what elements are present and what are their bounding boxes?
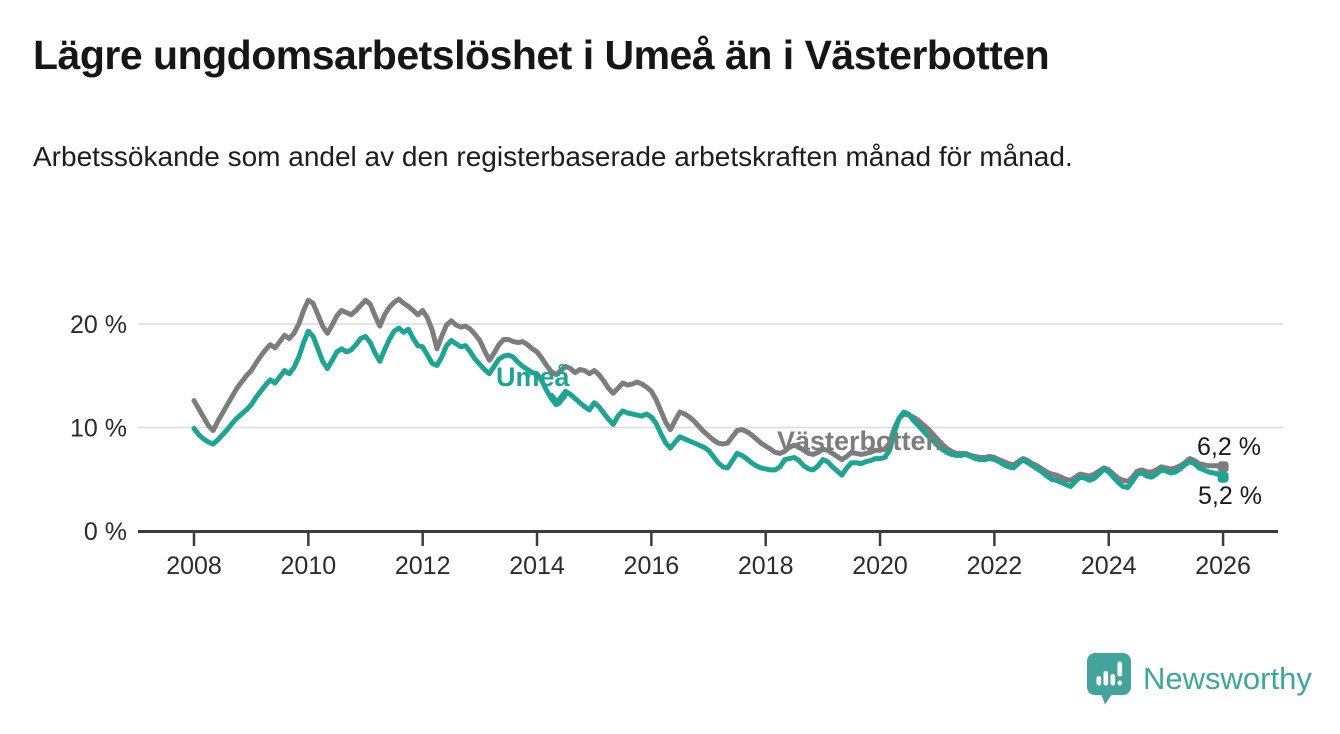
x-tick-label: 2012 xyxy=(395,552,451,580)
series-label-vasterbotten: Västerbotten xyxy=(777,426,943,456)
x-tick-label: 2026 xyxy=(1195,552,1251,580)
series-line-vasterbotten xyxy=(191,296,1226,484)
series-line-umea xyxy=(191,325,1226,490)
y-tick-label: 0 % xyxy=(84,518,127,546)
chart-subtitle: Arbetssökande som andel av den registerb… xyxy=(33,141,1073,172)
x-tick-label: 2014 xyxy=(509,552,565,580)
series-end-marker xyxy=(1217,471,1229,483)
down-arrow-icon xyxy=(550,393,568,406)
page-title: Lägre ungdomsarbetslöshet i Umeå än i Vä… xyxy=(33,32,1050,78)
x-tick-label: 2018 xyxy=(738,552,794,580)
x-tick-label: 2016 xyxy=(624,552,680,580)
series-end-marker xyxy=(1217,461,1229,473)
newsworthy-logo: Newsworthy xyxy=(1086,652,1312,706)
x-tick-label: 2024 xyxy=(1081,552,1137,580)
y-tick-label: 10 % xyxy=(70,415,127,443)
end-value-label-umea: 5,2 % xyxy=(1198,482,1262,510)
x-tick-label: 2022 xyxy=(967,552,1023,580)
newsworthy-icon xyxy=(1087,653,1131,705)
end-value-label-vasterbotten: 6,2 % xyxy=(1197,433,1261,461)
x-tick-label: 2010 xyxy=(281,552,337,580)
y-tick-label: 20 % xyxy=(70,311,127,339)
x-tick-label: 2020 xyxy=(852,552,908,580)
x-tick-label: 2008 xyxy=(166,552,222,580)
series-label-umea: Umeå xyxy=(496,362,570,392)
newsworthy-wordmark: Newsworthy xyxy=(1143,661,1312,696)
